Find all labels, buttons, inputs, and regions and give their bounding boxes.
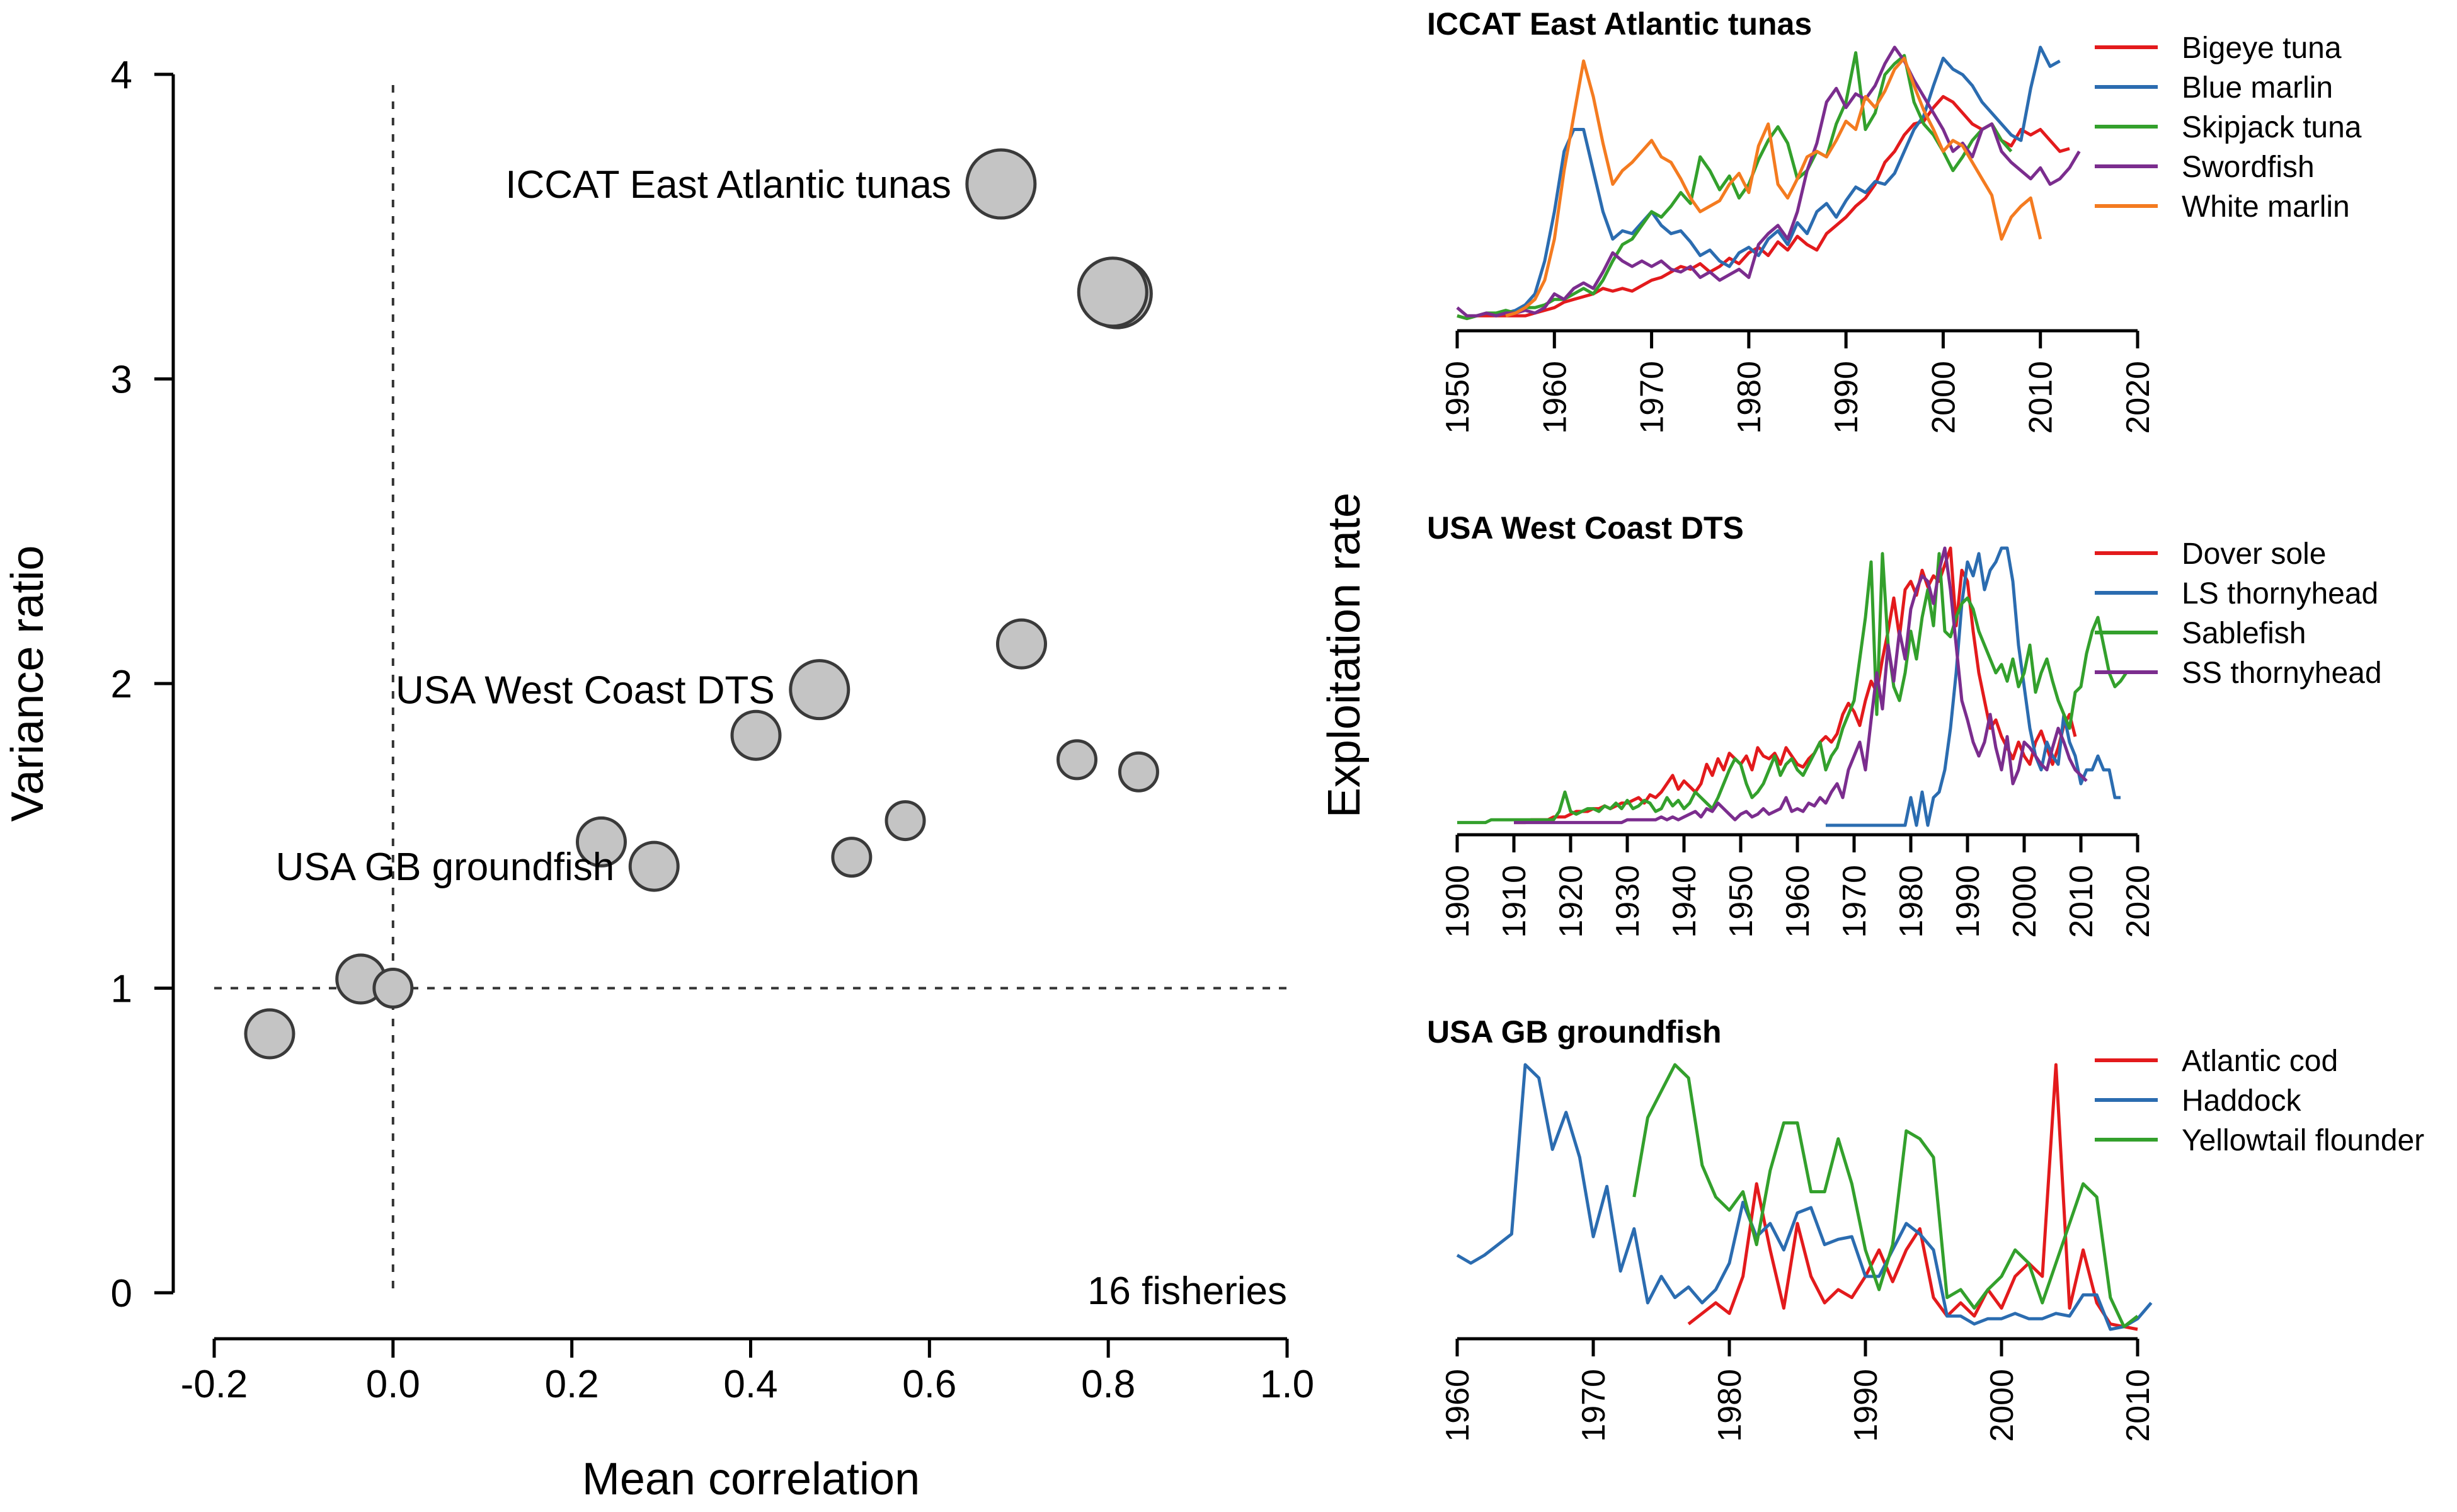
scatter-x-tick-label: 0.6 [902,1363,956,1406]
panel-x-tick-label: 1980 [1731,361,1768,434]
panel-x-tick-label: 2000 [1925,361,1962,434]
panel-iccat-east-atlantic-tunas: ICCAT East Atlantic tunas 1950 1960 1970 19… [1427,6,2362,434]
scatter-point [1077,256,1148,328]
scatter-y-tick-label: 3 [111,358,132,402]
panel-title-usa-west-coast: USA West Coast DTS [1427,510,1744,546]
fisheries-count-annotation: 16 fisheries [1087,1269,1287,1313]
panel-x-tick-label: 1990 [1950,865,1986,938]
scatter-point [996,618,1048,670]
panel-x-tick-label: 1960 [1440,1369,1476,1442]
scatter-point [628,840,680,892]
scatter-axes: -0.2 0.0 0.2 0.4 0.6 0.8 1.0 0 1 2 3 4 [111,54,1315,1406]
panel-usa-gb-groundfish: USA GB groundfish 1960 1970 1980 1990 2000 20… [1427,1014,2424,1442]
legend-label: LS thornyhead [2182,577,2378,610]
panel-x-tick-label: 2010 [2063,865,2100,938]
panel-x-tick-label: 2010 [2120,1369,2156,1442]
scatter-point [244,1008,295,1060]
panel-x-tick-label: 2000 [2007,865,2043,938]
scatter-point-label: USA GB groundfish [276,845,615,889]
panel-x-tick-label: 1990 [1848,1369,1884,1442]
legend-label: Skipjack tuna [2182,111,2362,144]
panel-x-tick-label: 1980 [1712,1369,1748,1442]
panel-x-tick-label: 1910 [1496,865,1533,938]
scatter-point [885,800,926,842]
panel-x-tick-label: 1900 [1440,865,1476,938]
panel-x-tick-label: 2020 [2120,361,2156,434]
legend-label: Haddock [2182,1084,2301,1118]
scatter-x-tick-label: 0.2 [545,1363,599,1406]
scatter-y-axis-label: Variance ratio [3,546,53,822]
panel-x-tick-label: 1970 [1634,361,1671,434]
scatter-point [1118,751,1159,793]
panel-title-usa-gb: USA GB groundfish [1427,1014,1722,1050]
panel-x-tick-label: 1960 [1780,865,1816,938]
legend-label: Atlantic cod [2182,1045,2338,1078]
legend-label: Swordfish [2182,151,2315,184]
legend-label: Dover sole [2182,537,2326,571]
scatter-x-tick-label: 0.4 [723,1363,777,1406]
panel-usa-west-coast-dts: USA West Coast DTS 1900 1910 1920 1930 1940 1… [1427,510,2382,938]
series-line [1505,56,2042,318]
legend-label: Sablefish [2182,617,2306,650]
series-line [1505,45,2061,315]
series-line [1826,546,2121,827]
legend-label: White marlin [2182,190,2350,224]
scatter-point [372,968,414,1009]
scatter-y-tick-label: 1 [111,968,132,1011]
series-line [1457,94,2070,321]
scatter-y-tick-label: 2 [111,663,132,706]
panel-x-tick-label: 1940 [1666,865,1703,938]
series-line [1456,45,2081,318]
series-line [1457,552,2128,825]
panel-x-tick-label: 1950 [1723,865,1760,938]
panel-x-tick-label: 1920 [1553,865,1589,938]
scatter-plot: -0.2 0.0 0.2 0.4 0.6 0.8 1.0 0 1 2 3 4 ICCAT East A… [3,54,1314,1504]
scatter-point [831,837,873,878]
panel-x-tick-label: 1930 [1610,865,1646,938]
panel-x-tick-label: 2020 [2120,865,2156,938]
legend-label: SS thornyhead [2182,656,2382,690]
series-line [1456,1063,2153,1331]
legend-label: Yellowtail flounder [2182,1124,2424,1157]
exploitation-rate-axis-label: Exploitation rate [1319,493,1370,818]
panel-x-tick-label: 1990 [1828,361,1865,434]
scatter-x-tick-label: 1.0 [1260,1363,1314,1406]
legend-label: Bigeye tuna [2182,32,2342,65]
scatter-point [575,816,627,868]
panel-x-tick-label: 1980 [1893,865,1930,938]
series-line [1632,1063,2139,1329]
scatter-y-tick-label: 4 [111,54,132,97]
scatter-x-tick-label: 0.0 [366,1363,420,1406]
scatter-y-tick-label: 0 [111,1272,132,1315]
series-line [1687,1063,2138,1331]
scatter-point [789,659,850,721]
scatter-point-label: USA West Coast DTS [396,669,775,713]
panel-x-tick-label: 2010 [2023,361,2059,434]
scatter-x-tick-label: -0.2 [181,1363,248,1406]
scatter-x-axis-label: Mean correlation [582,1454,920,1504]
scatter-x-tick-label: 0.8 [1081,1363,1135,1406]
scatter-point-label: ICCAT East Atlantic tunas [505,163,951,207]
scatter-point [1056,739,1097,781]
scatter-point [965,148,1037,220]
panel-x-tick-label: 2000 [1984,1369,2020,1442]
legend-label: Blue marlin [2182,71,2333,105]
panel-x-tick-label: 1970 [1836,865,1873,938]
series-line [1514,546,2088,825]
panel-x-tick-label: 1960 [1537,361,1573,434]
panel-title-iccat: ICCAT East Atlantic tunas [1427,6,1812,42]
scatter-point [730,709,782,761]
scatter-points: ICCAT East Atlantic tunas USA West Coast … [244,148,1159,1060]
panel-x-tick-label: 1970 [1576,1369,1612,1442]
panel-x-tick-label: 1950 [1440,361,1476,434]
series-line [1514,546,2077,825]
